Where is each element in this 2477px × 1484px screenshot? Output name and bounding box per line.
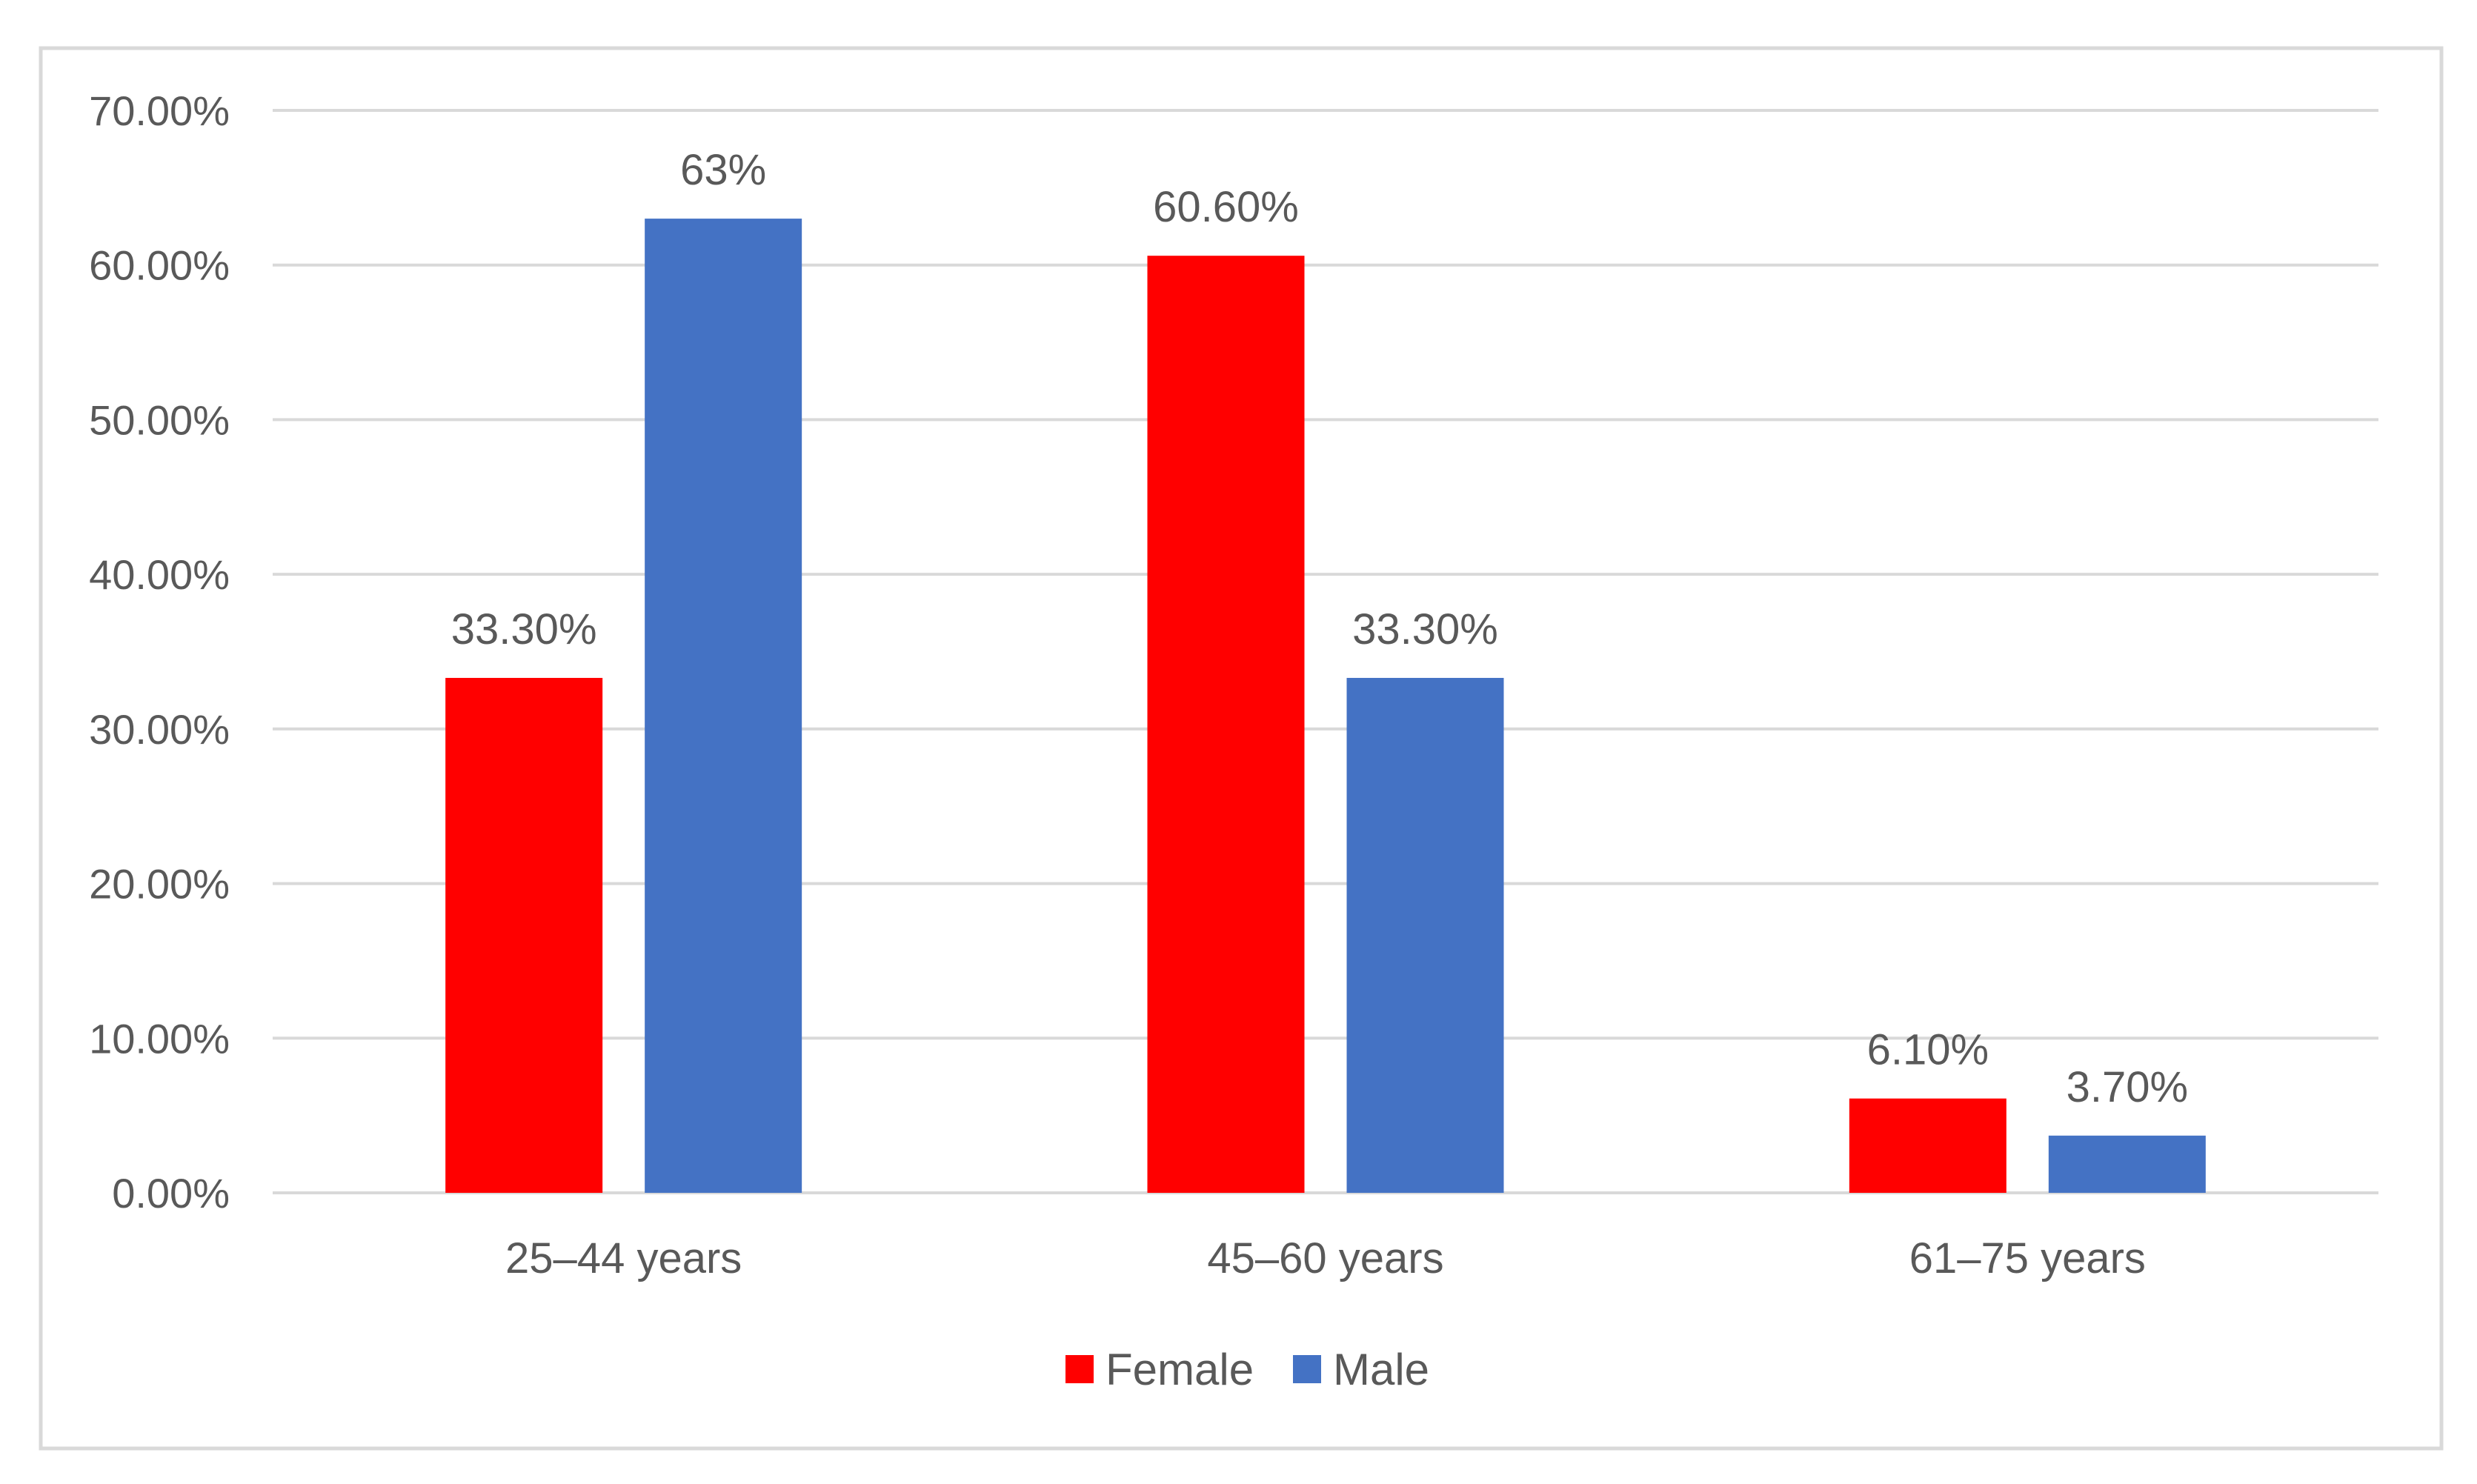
y-tick-label: 60.00% [89, 242, 230, 289]
legend-swatch-female [1065, 1355, 1094, 1383]
y-tick-label: 10.00% [89, 1015, 230, 1062]
data-label-female-2: 60.60% [1153, 183, 1299, 231]
data-label-female-3: 6.10% [1867, 1026, 1989, 1074]
gridlines [273, 109, 2378, 1194]
y-axis-tick-labels: 0.00% 10.00% 20.00% 30.00% 40.00% 50.00% 60.00… [89, 87, 230, 1217]
data-label-male-3: 3.70% [2067, 1063, 2188, 1111]
data-labels: 33.30% 63% 60.60% 33.30% 6.10% 3.70% [451, 146, 2188, 1111]
legend: Female Male [1065, 1345, 1429, 1394]
data-label-male-2: 33.30% [1352, 605, 1498, 653]
category-label: 45–60 years [1207, 1234, 1443, 1282]
bar-male-3 [2048, 1135, 2206, 1193]
y-tick-label: 70.00% [89, 87, 230, 134]
legend-label-female: Female [1105, 1345, 1254, 1394]
category-label: 61–75 years [1909, 1234, 2146, 1282]
legend-swatch-male [1293, 1355, 1321, 1383]
data-label-male-1: 63% [680, 146, 766, 194]
bar-female-1 [445, 677, 603, 1193]
category-label: 25–44 years [505, 1234, 742, 1282]
data-label-female-1: 33.30% [451, 605, 597, 653]
y-tick-label: 20.00% [89, 861, 230, 908]
y-tick-label: 50.00% [89, 396, 230, 443]
bar-male-1 [645, 219, 802, 1194]
bars [445, 219, 2206, 1194]
category-labels: 25–44 years 45–60 years 61–75 years [505, 1234, 2146, 1282]
y-tick-label: 40.00% [89, 551, 230, 598]
legend-label-male: Male [1333, 1345, 1429, 1394]
y-tick-label: 0.00% [112, 1170, 230, 1217]
bar-female-3 [1849, 1098, 2006, 1193]
y-tick-label: 30.00% [89, 706, 230, 753]
bar-female-2 [1147, 256, 1305, 1194]
bar-male-2 [1346, 677, 1504, 1193]
